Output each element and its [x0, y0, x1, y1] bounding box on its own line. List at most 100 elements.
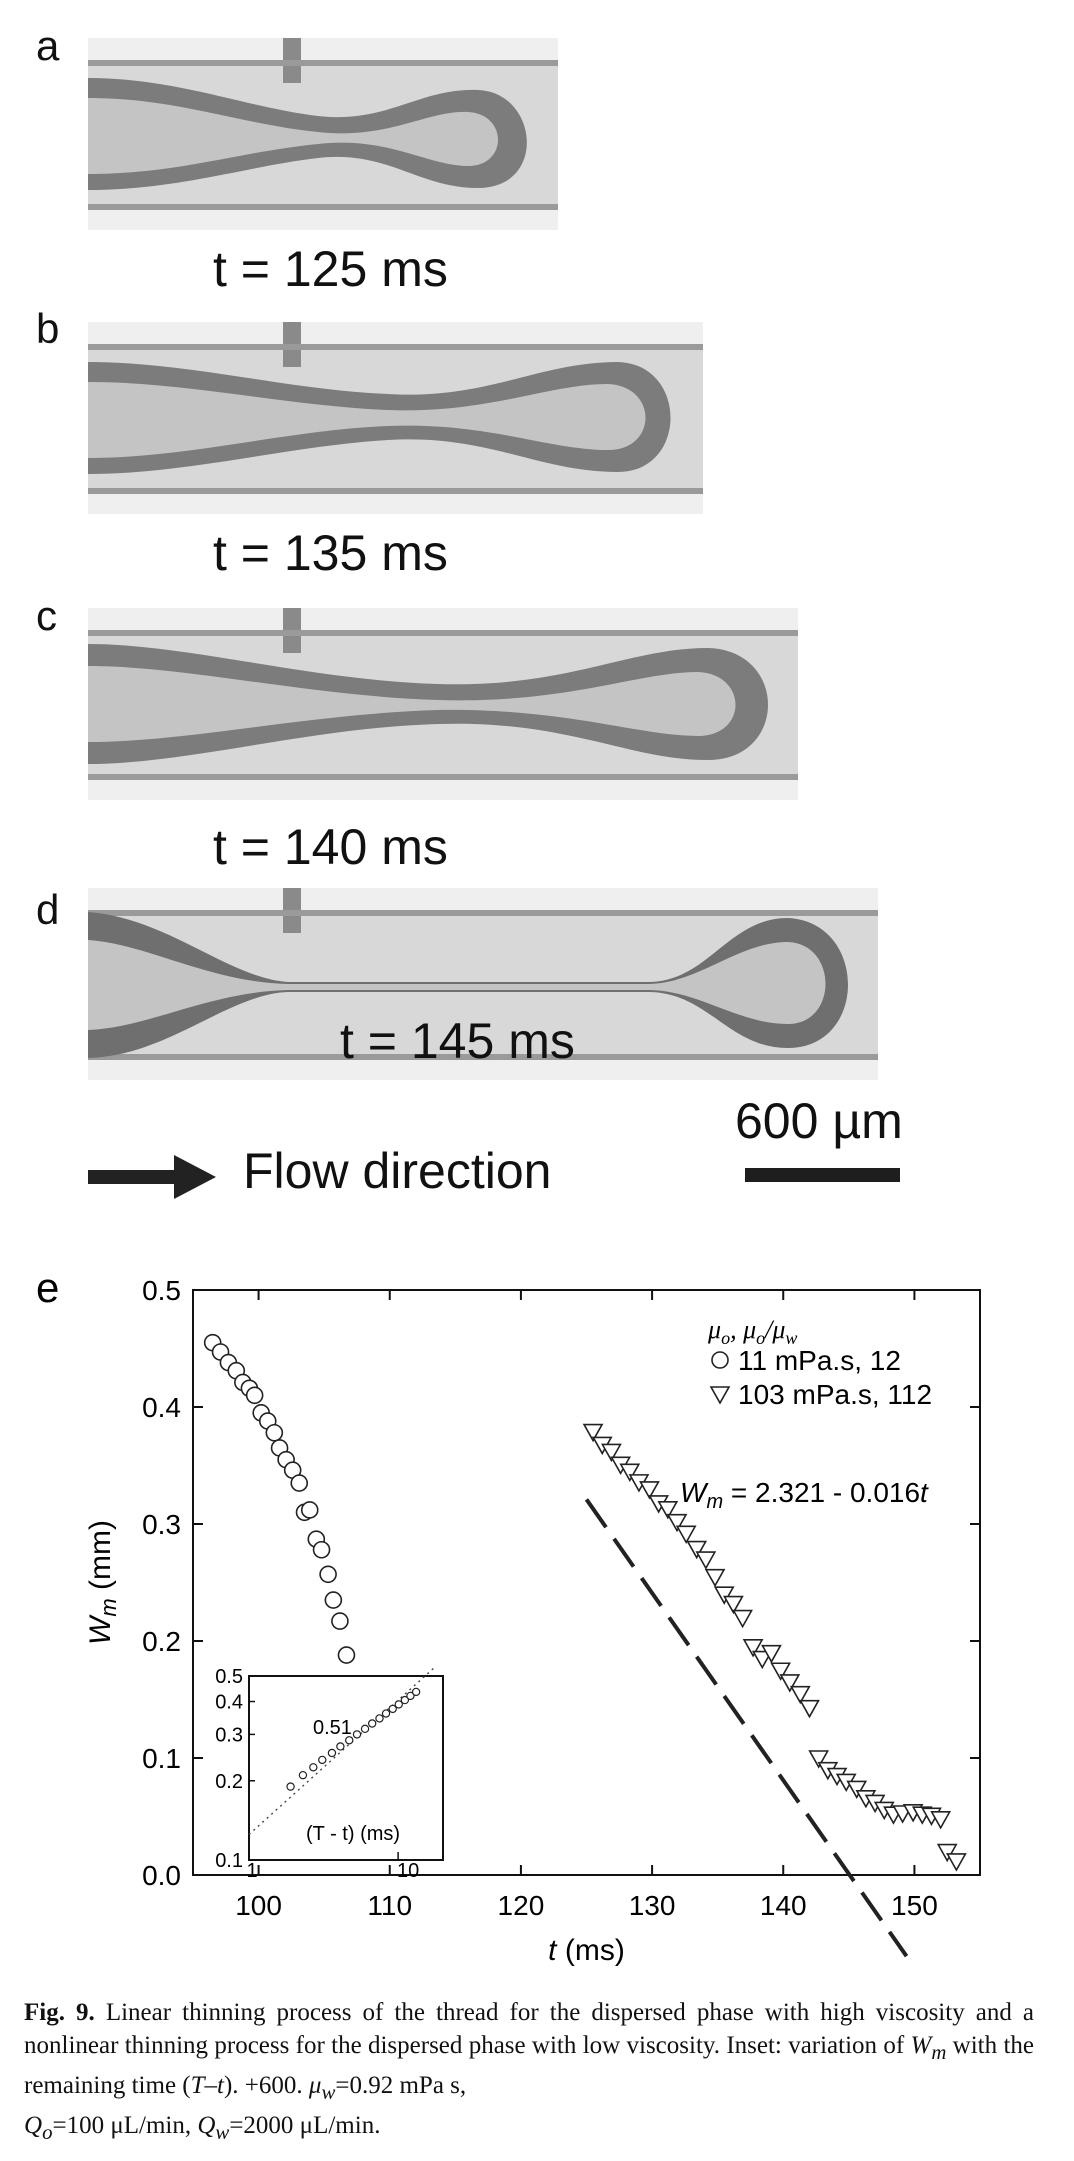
inset-x-axis-label: (T - t) (ms)	[306, 1823, 400, 1845]
inset-data-point	[345, 1736, 354, 1745]
data-point-triangle	[789, 1685, 811, 1705]
inset-data-point	[381, 1709, 391, 1718]
panel-letter-a: a	[36, 22, 60, 69]
caption-mu-w: μ	[308, 2072, 322, 2099]
time-label-d: t = 145 ms	[340, 1013, 575, 1069]
caption-text-5: =100 μL/min,	[52, 2112, 198, 2139]
legend-marker-circle	[711, 1351, 729, 1369]
flow-arrow-icon	[88, 1155, 216, 1199]
y-axis-label: Wm (mm)	[84, 1520, 121, 1645]
y-tick-label: 0.3	[142, 1509, 181, 1540]
data-point-triangle	[808, 1750, 830, 1769]
x-tick-label: 100	[235, 1890, 282, 1921]
fit-line	[584, 1498, 909, 1958]
x-axis-label: t (ms)	[548, 1934, 625, 1967]
data-point-triangle	[799, 1699, 820, 1719]
caption-wm: W	[910, 2032, 932, 2059]
data-point-triangle	[846, 1780, 868, 1800]
data-point-triangle	[619, 1463, 641, 1482]
inset-data-point	[375, 1714, 384, 1723]
inset-data-point	[318, 1755, 327, 1765]
micrograph-c	[88, 608, 798, 800]
y-tick-label: 0.2	[142, 1626, 181, 1657]
data-point-circle	[290, 1474, 309, 1492]
data-point-triangle	[639, 1481, 660, 1500]
caption-wm-sub: m	[931, 2040, 947, 2064]
data-point-triangle	[723, 1595, 744, 1615]
caption-text-4: =0.92 mPa s,	[335, 2072, 467, 2099]
legend-title: μo, μo/μw	[707, 1315, 797, 1348]
inset-data-point	[352, 1730, 362, 1739]
inset-x-tick-label: 10	[397, 1860, 419, 1882]
data-point-triangle	[704, 1568, 726, 1588]
inset-data-point	[360, 1724, 370, 1734]
data-point-triangle	[751, 1650, 773, 1670]
y-tick-label: 0.5	[142, 1275, 181, 1306]
inset-y-tick-label: 0.2	[215, 1771, 243, 1793]
inset-y-tick-label: 0.4	[215, 1692, 243, 1714]
panel-letter-e: e	[36, 1264, 59, 1311]
inset-data-point	[298, 1770, 308, 1780]
x-tick-label: 140	[760, 1890, 807, 1921]
data-point-triangle	[770, 1662, 791, 1681]
panel-letter-d: d	[36, 886, 60, 933]
inset-data-point	[406, 1691, 415, 1701]
y-tick-label: 0.1	[142, 1743, 181, 1774]
x-tick-label: 120	[498, 1890, 545, 1921]
data-point-triangle	[675, 1525, 697, 1544]
caption-text-1: Linear thinning process of the thread fo…	[24, 1999, 1035, 2059]
inset-data-point	[394, 1700, 403, 1709]
inset-y-tick-label: 0.3	[215, 1724, 243, 1746]
x-tick-label: 150	[891, 1890, 938, 1921]
data-point-triangle	[601, 1443, 622, 1463]
data-point-triangle	[695, 1551, 717, 1570]
data-point-triangle	[930, 1811, 952, 1830]
data-point-triangle	[936, 1843, 958, 1863]
inset-data-point	[411, 1687, 421, 1697]
inset-data-point	[286, 1782, 295, 1791]
panel-letter-c: c	[36, 592, 57, 639]
caption-q-w-sub: w	[215, 2120, 230, 2144]
inset-data-point	[388, 1704, 397, 1714]
inset-data-point	[309, 1763, 318, 1772]
micrograph-d-image	[88, 888, 878, 1080]
inset-y-tick-label: 0.1	[215, 1850, 243, 1872]
caption-mu-w-sub: w	[321, 2080, 336, 2104]
micrograph-b-image	[88, 322, 703, 514]
y-tick-label: 0.0	[142, 1860, 181, 1891]
y-tick-label: 0.4	[142, 1392, 181, 1423]
legend-label-series-1: 11 mPa.s, 12	[738, 1345, 901, 1376]
inset-data-point	[367, 1719, 377, 1728]
data-point-circle	[337, 1646, 356, 1664]
data-point-triangle	[946, 1853, 967, 1872]
caption-q-w: Q	[197, 2112, 216, 2139]
fit-line-label: Wm = 2.321 - 0.016t	[680, 1477, 929, 1513]
data-point-triangle	[657, 1500, 679, 1520]
micrograph-d	[88, 888, 878, 1080]
data-point-triangle	[582, 1423, 604, 1443]
data-point-circle	[331, 1612, 349, 1630]
data-point-triangle	[761, 1644, 782, 1664]
caption-text-6: =2000 μL/min.	[229, 2112, 381, 2139]
inset-data-point	[400, 1695, 410, 1705]
data-point-triangle	[732, 1609, 753, 1629]
inset-data-point	[327, 1748, 337, 1758]
time-label-b: t = 135 ms	[213, 525, 448, 581]
data-point-circle	[300, 1501, 319, 1519]
data-point-circle	[324, 1591, 343, 1609]
inset-y-tick-label: 0.5	[215, 1666, 243, 1688]
data-point-circle	[319, 1565, 337, 1584]
inset-x-tick-label: 1	[246, 1860, 257, 1882]
time-label-a: t = 125 ms	[213, 241, 448, 297]
micrograph-c-image	[88, 608, 798, 800]
scale-bar-label: 600 µm	[735, 1093, 903, 1149]
figure-caption: Fig. 9. Linear thinning process of the t…	[24, 1996, 1034, 2149]
data-point-circle	[245, 1386, 264, 1405]
chart-panel-e: e 100 110 120 130 140 1500.00.10.20.30.40.5t …	[36, 1264, 981, 1967]
data-point-triangle	[686, 1540, 708, 1560]
data-point-circle	[312, 1540, 331, 1559]
caption-q-o: Q	[24, 2112, 43, 2139]
plot-frame	[192, 1289, 981, 1876]
caption-tt: T–t	[190, 2072, 224, 2099]
